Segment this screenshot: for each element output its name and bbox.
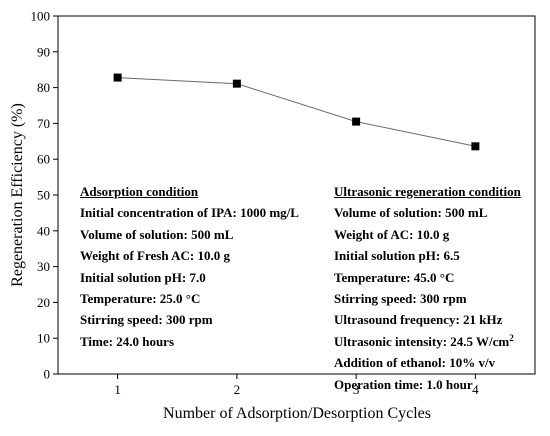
y-tick-label: 100 bbox=[31, 9, 51, 24]
annotation-line: Temperature: 45.0 °C bbox=[334, 269, 455, 285]
annotation-line: Initial concentration of IPA: 1000 mg/L bbox=[80, 205, 299, 221]
data-point bbox=[471, 142, 480, 151]
x-tick-label: 4 bbox=[472, 382, 479, 397]
annotation-line: Addition of ethanol: 10% v/v bbox=[334, 355, 496, 371]
y-tick-label: 20 bbox=[37, 295, 50, 310]
y-axis-ticks: 0 10 20 30 40 50 60 70 80 90 100 bbox=[31, 9, 58, 382]
annotation-line: Stirring speed: 300 rpm bbox=[334, 291, 467, 307]
annotation-line: Stirring speed: 300 rpm bbox=[80, 312, 213, 328]
y-tick-label: 60 bbox=[37, 152, 50, 167]
annotation-line: Ultrasonic intensity: 24.5 W/cm2 bbox=[334, 331, 521, 352]
y-tick-label: 50 bbox=[37, 188, 50, 203]
y-tick-label: 90 bbox=[37, 44, 50, 59]
data-point bbox=[352, 117, 361, 126]
adsorption-condition-annotation: Adsorption condition Initial concentrati… bbox=[80, 181, 299, 352]
intensity-superscript: 2 bbox=[509, 332, 514, 343]
x-tick-label: 3 bbox=[353, 382, 360, 397]
annotation-line: Initial solution pH: 7.0 bbox=[80, 269, 206, 285]
annotation-line: Weight of Fresh AC: 10.0 g bbox=[80, 248, 230, 264]
x-tick-label: 1 bbox=[114, 382, 121, 397]
y-tick-label: 70 bbox=[37, 116, 50, 131]
annotation-line: Temperature: 25.0 °C bbox=[80, 291, 201, 307]
series-markers bbox=[113, 73, 480, 151]
intensity-text: Ultrasonic intensity: 24.5 W/cm bbox=[334, 333, 510, 349]
data-point bbox=[232, 79, 241, 88]
annotation-line: Weight of AC: 10.0 g bbox=[334, 226, 450, 242]
y-tick-label: 40 bbox=[37, 223, 50, 238]
ultrasonic-regeneration-annotation: Ultrasonic regeneration condition Volume… bbox=[334, 181, 521, 395]
y-tick-label: 80 bbox=[37, 80, 50, 95]
y-tick-label: 10 bbox=[37, 331, 50, 346]
y-tick-label: 0 bbox=[44, 367, 51, 382]
annotation-line: Initial solution pH: 6.5 bbox=[334, 248, 460, 264]
annotation-line: Time: 24.0 hours bbox=[80, 333, 175, 349]
series-line bbox=[117, 77, 476, 147]
x-tick-label: 2 bbox=[234, 382, 241, 397]
annotation-line: Operation time: 1.0 hour bbox=[334, 376, 473, 392]
adsorption-condition-heading: Adsorption condition bbox=[80, 184, 199, 199]
x-axis-ticks: 1 2 3 4 bbox=[114, 374, 479, 397]
data-point bbox=[113, 73, 122, 82]
y-tick-label: 30 bbox=[37, 259, 50, 274]
y-axis-label: Regeneration Efficiency (%) bbox=[9, 103, 26, 287]
x-axis-label: Number of Adsorption/Desorption Cycles bbox=[163, 405, 431, 422]
ultrasonic-regeneration-heading: Ultrasonic regeneration condition bbox=[334, 184, 521, 199]
annotation-line: Ultrasound frequency: 21 kHz bbox=[334, 312, 503, 328]
annotation-line: Volume of solution: 500 mL bbox=[80, 226, 234, 242]
annotation-line: Volume of solution: 500 mL bbox=[334, 205, 488, 221]
